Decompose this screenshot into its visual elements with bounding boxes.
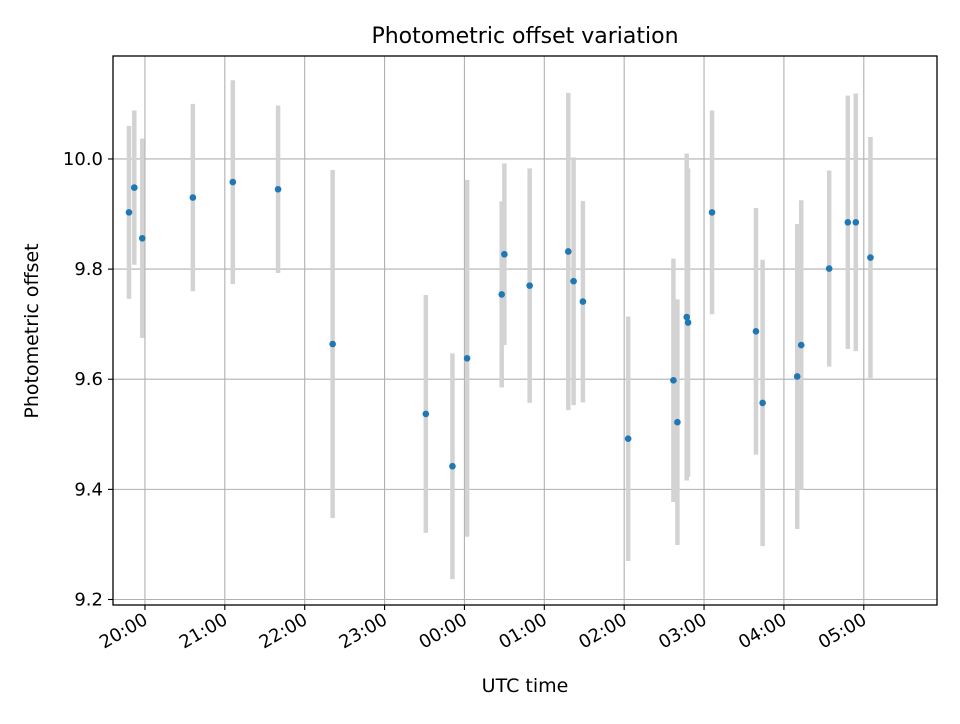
- data-point: [498, 291, 506, 298]
- data-point: [683, 313, 691, 321]
- y-axis-label: Photometric offset: [21, 243, 43, 418]
- y-tick-label: 9.4: [74, 479, 103, 500]
- y-tick-label: 9.2: [74, 589, 103, 610]
- data-point: [674, 418, 681, 426]
- data-point: [449, 462, 456, 470]
- data-point: [708, 209, 716, 216]
- data-point: [670, 377, 677, 384]
- data-point: [229, 178, 237, 186]
- data-point: [867, 254, 874, 261]
- data-point: [752, 328, 760, 335]
- data-point: [852, 218, 860, 226]
- plot-frame: [112, 55, 938, 606]
- y-tick-label: 9.6: [74, 369, 103, 390]
- data-point: [274, 185, 282, 193]
- data-point: [684, 319, 692, 326]
- data-point: [138, 234, 146, 242]
- data-point: [422, 410, 430, 418]
- data-point: [759, 399, 766, 407]
- x-axis-label: UTC time: [482, 675, 569, 697]
- data-point: [125, 209, 133, 216]
- data-point: [624, 435, 632, 443]
- y-tick-label: 10.0: [63, 149, 103, 170]
- data-point: [825, 265, 833, 272]
- y-axis: 9.2 9.4 9.6 9.8 10.0: [63, 149, 113, 610]
- data-point: [501, 250, 508, 258]
- data-point: [844, 218, 852, 226]
- data-point: [189, 194, 197, 201]
- data-point: [793, 373, 801, 380]
- data-point: [570, 277, 577, 285]
- data-point: [564, 248, 572, 255]
- data-point: [463, 355, 471, 362]
- data-point: [579, 298, 587, 305]
- y-tick-label: 9.8: [74, 259, 103, 280]
- chart-title: Photometric offset variation: [371, 24, 678, 49]
- data-point: [797, 341, 805, 349]
- data-point: [130, 184, 138, 191]
- data-points: [125, 178, 874, 470]
- data-point: [526, 282, 533, 289]
- data-point: [329, 340, 336, 348]
